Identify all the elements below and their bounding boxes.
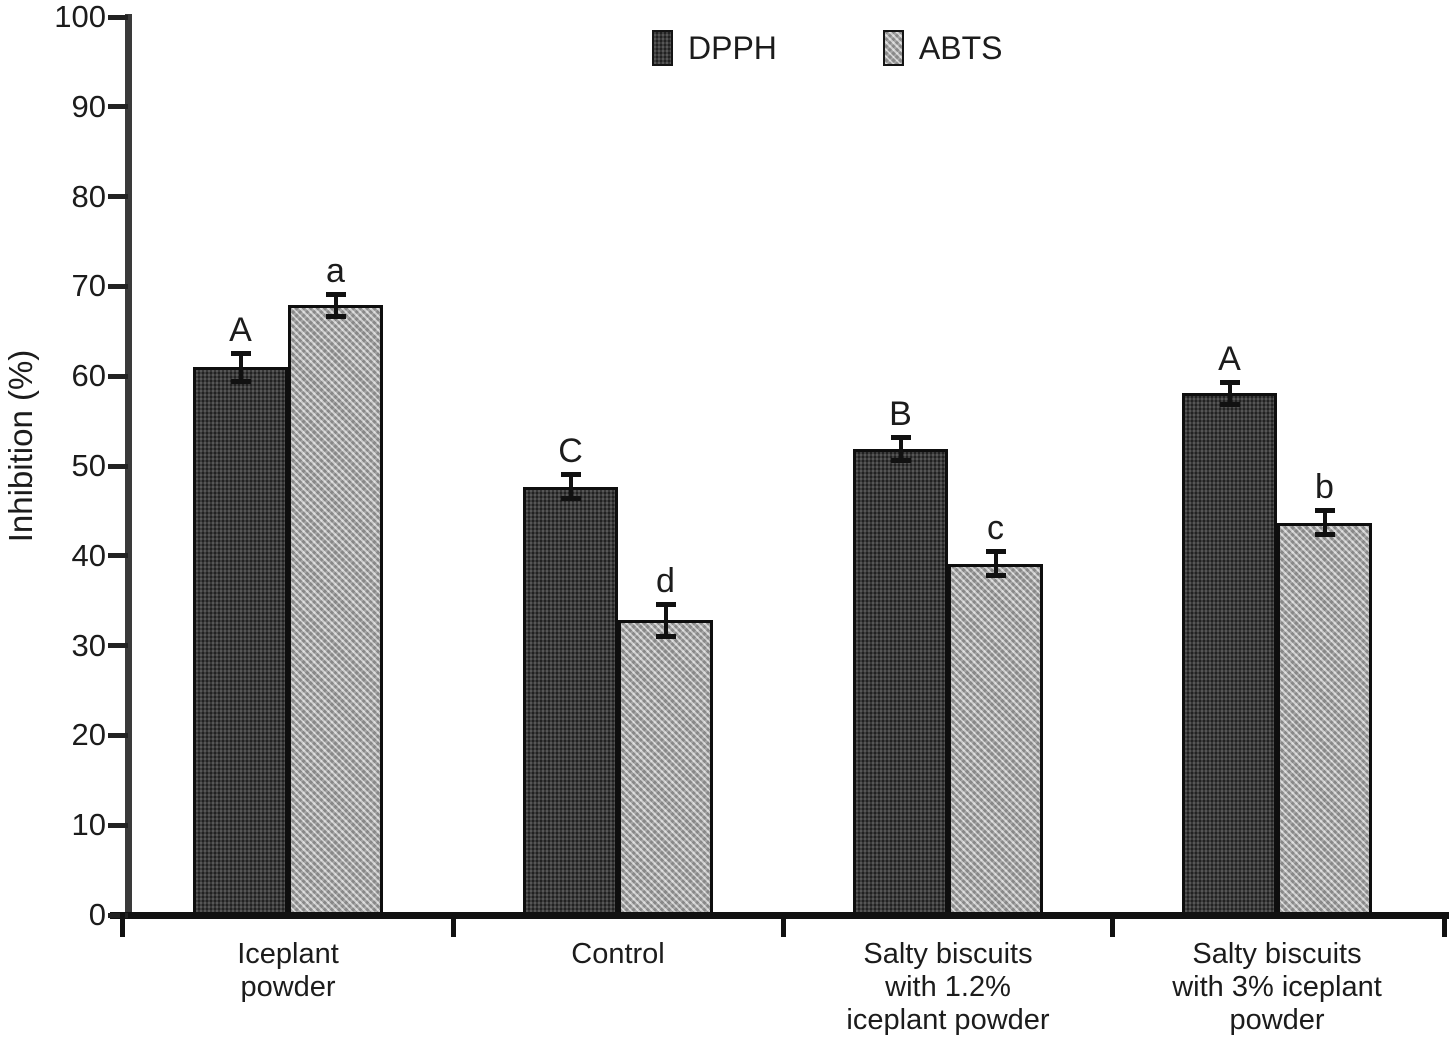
x-category-label-group3: Salty biscuits with 1.2% iceplant powder	[763, 938, 1133, 1037]
y-tick-mark	[108, 14, 128, 20]
error-bar-line	[663, 604, 668, 637]
error-bar-line	[1227, 381, 1232, 405]
sig-letter-abts-group1: a	[326, 251, 345, 290]
bar-dpph-group4	[1182, 393, 1277, 919]
error-bar-cap	[985, 549, 1006, 555]
sig-letter-abts-group3: c	[987, 509, 1004, 548]
y-tick-label: 40	[71, 537, 106, 573]
y-tick-mark	[108, 553, 128, 559]
sig-letter-dpph-group3: B	[889, 395, 912, 434]
y-tick-label: 30	[71, 627, 106, 663]
error-bar-dpph-group4	[1219, 379, 1240, 407]
error-bar-line	[993, 551, 998, 577]
error-bar-line	[1322, 510, 1327, 536]
bar-abts-group1	[288, 305, 383, 919]
x-category-label-line: powder	[1229, 1004, 1325, 1036]
x-category-label-line: with 3% iceplant	[1172, 971, 1382, 1003]
y-tick-label: 90	[71, 88, 106, 124]
error-bar-abts-group3	[985, 549, 1006, 579]
error-bar-cap	[655, 633, 676, 639]
y-tick-mark	[108, 463, 128, 469]
y-tick-mark	[108, 643, 128, 649]
y-tick-mark	[108, 283, 128, 289]
bar-abts-group4	[1277, 522, 1372, 919]
error-bar-cap	[230, 350, 251, 356]
error-bar-cap	[560, 496, 581, 502]
y-tick-mark	[108, 732, 128, 738]
error-bar-cap	[1314, 508, 1335, 513]
y-tick-label: 10	[71, 807, 106, 843]
x-axis-line	[110, 912, 1449, 919]
y-tick-label: 80	[71, 178, 106, 214]
x-tick-mark	[450, 913, 456, 937]
y-tick-label: 20	[71, 717, 106, 753]
y-tick-mark	[108, 912, 128, 918]
y-tick-mark	[108, 373, 128, 379]
legend-label-abts: ABTS	[918, 29, 1003, 66]
y-tick-label: 50	[71, 448, 106, 483]
bar-dpph-group3	[853, 448, 948, 919]
error-bar-line	[568, 474, 573, 500]
abts-swatch-icon	[882, 30, 904, 66]
x-category-label-group1: Iceplant powder	[103, 938, 473, 1004]
x-category-label-group4: Salty biscuits with 3% iceplant powder	[1092, 938, 1451, 1037]
error-bar-cap	[1219, 401, 1240, 407]
x-tick-mark	[1109, 913, 1115, 937]
error-bar-cap	[890, 435, 911, 441]
error-bar-abts-group4	[1314, 508, 1335, 538]
x-category-label-line: Iceplant	[237, 938, 339, 970]
error-bar-abts-group2	[655, 602, 676, 639]
error-bar-cap	[560, 472, 581, 478]
legend-item-abts: ABTS	[882, 29, 1003, 67]
error-bar-line	[898, 437, 903, 461]
error-bar-dpph-group2	[560, 472, 581, 502]
x-category-label-group2: Control	[433, 938, 803, 971]
error-bar-cap	[325, 291, 346, 297]
x-category-label-line: Control	[571, 938, 665, 970]
error-bar-cap	[985, 573, 1006, 579]
x-category-label-line: powder	[240, 971, 336, 1003]
error-bar-cap	[230, 378, 251, 384]
y-tick-label: 0	[88, 897, 106, 932]
error-bar-cap	[655, 602, 676, 608]
bar-dpph-group2	[523, 486, 618, 919]
legend-item-dpph: DPPH	[652, 30, 777, 67]
x-tick-mark	[1441, 913, 1447, 937]
y-tick-label: 70	[71, 268, 106, 304]
x-tick-mark	[780, 913, 786, 937]
dpph-swatch-icon	[652, 30, 673, 66]
sig-letter-abts-group2: d	[656, 562, 675, 601]
error-bar-line	[333, 293, 338, 317]
sig-letter-abts-group4: b	[1315, 468, 1334, 506]
error-bar-abts-group1	[325, 291, 346, 319]
legend-label-dpph: DPPH	[688, 29, 777, 66]
error-bar-dpph-group3	[890, 435, 911, 463]
x-tick-mark	[119, 913, 125, 937]
y-tick-mark	[108, 194, 128, 200]
error-bar-cap	[1314, 532, 1335, 538]
sig-letter-dpph-group2: C	[558, 432, 583, 471]
error-bar-line	[238, 352, 243, 382]
error-bar-dpph-group1	[230, 350, 251, 384]
x-category-label-line: Salty biscuits	[863, 938, 1033, 970]
sig-letter-dpph-group1: A	[229, 310, 252, 349]
bar-abts-group2	[618, 620, 713, 919]
error-bar-cap	[1219, 379, 1240, 385]
error-bar-cap	[890, 457, 911, 463]
error-bar-cap	[325, 313, 346, 319]
y-tick-mark	[108, 822, 128, 828]
y-tick-mark	[108, 104, 128, 110]
sig-letter-dpph-group4: A	[1218, 339, 1241, 378]
x-category-label-line: with 1.2%	[885, 971, 1011, 1003]
x-category-label-line: Salty biscuits	[1192, 938, 1362, 970]
bar-dpph-group1	[193, 367, 288, 919]
legend: DPPH ABTS	[652, 26, 1002, 70]
y-tick-label: 100	[54, 0, 106, 34]
bar-abts-group3	[948, 563, 1043, 919]
y-tick-label: 60	[71, 358, 106, 394]
x-category-label-line: iceplant powder	[846, 1004, 1050, 1036]
y-axis-line	[125, 14, 132, 919]
